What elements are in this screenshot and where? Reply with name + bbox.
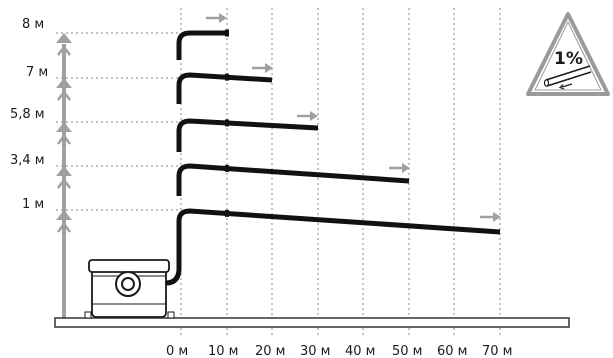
flow-arrow-head <box>310 111 318 121</box>
height-label-1m: 1 м <box>22 197 44 212</box>
pipe-joint <box>225 164 229 172</box>
height-arrow-chevron <box>57 89 71 101</box>
discharge-pipe <box>176 208 501 265</box>
flow-arrow-head <box>265 63 273 73</box>
height-label-3-4m: 3,4 м <box>10 153 45 168</box>
pipe-joint <box>225 73 229 81</box>
height-arrow-chevron <box>57 177 71 189</box>
pump-unit <box>84 220 182 319</box>
distance-label-30m: 30 м <box>300 344 330 358</box>
height-arrow-chevron <box>57 44 71 56</box>
discharge-pipe <box>176 118 319 152</box>
distance-label-60m: 60 м <box>437 344 467 358</box>
height-label-7m: 7 м <box>26 65 48 80</box>
pipe-joint <box>225 209 229 217</box>
height-arrow-chevron <box>57 221 71 233</box>
height-label-5-8m: 5,8 м <box>10 107 45 122</box>
distance-axis-labels: 0 м 10 м 20 м 30 м 40 м 50 м 60 м 70 м <box>166 344 512 358</box>
height-arrow-head <box>56 78 72 88</box>
distance-label-0m: 0 м <box>166 344 188 358</box>
discharge-pipes <box>176 29 501 265</box>
discharge-pipe <box>176 163 410 196</box>
discharge-pipe <box>176 72 273 104</box>
flow-arrow-head <box>219 13 227 23</box>
height-arrow-head <box>56 33 72 43</box>
pipe-joint <box>225 119 229 127</box>
height-arrow-chevron <box>57 133 71 145</box>
ground-base <box>54 317 570 328</box>
slope-warning-icon: 1% <box>526 12 610 96</box>
sloped-pipe-icon <box>543 65 592 90</box>
distance-label-40m: 40 м <box>345 344 375 358</box>
flow-arrow-head <box>493 212 501 222</box>
height-arrow-head <box>56 166 72 176</box>
height-label-8m: 8 м <box>22 17 44 32</box>
flow-direction-arrows <box>206 13 501 222</box>
distance-label-20m: 20 м <box>255 344 285 358</box>
flow-arrow-head <box>402 163 410 173</box>
distance-label-70m: 70 м <box>482 344 512 358</box>
discharge-pipe <box>176 30 227 60</box>
distance-label-10m: 10 м <box>208 344 238 358</box>
pipe-joint <box>225 29 229 37</box>
height-arrow-head <box>56 122 72 132</box>
height-arrow-head <box>56 210 72 220</box>
height-arrow-column <box>56 33 72 318</box>
height-guides <box>56 32 181 211</box>
distance-label-50m: 50 м <box>392 344 422 358</box>
slope-percent-text: 1% <box>554 49 583 69</box>
